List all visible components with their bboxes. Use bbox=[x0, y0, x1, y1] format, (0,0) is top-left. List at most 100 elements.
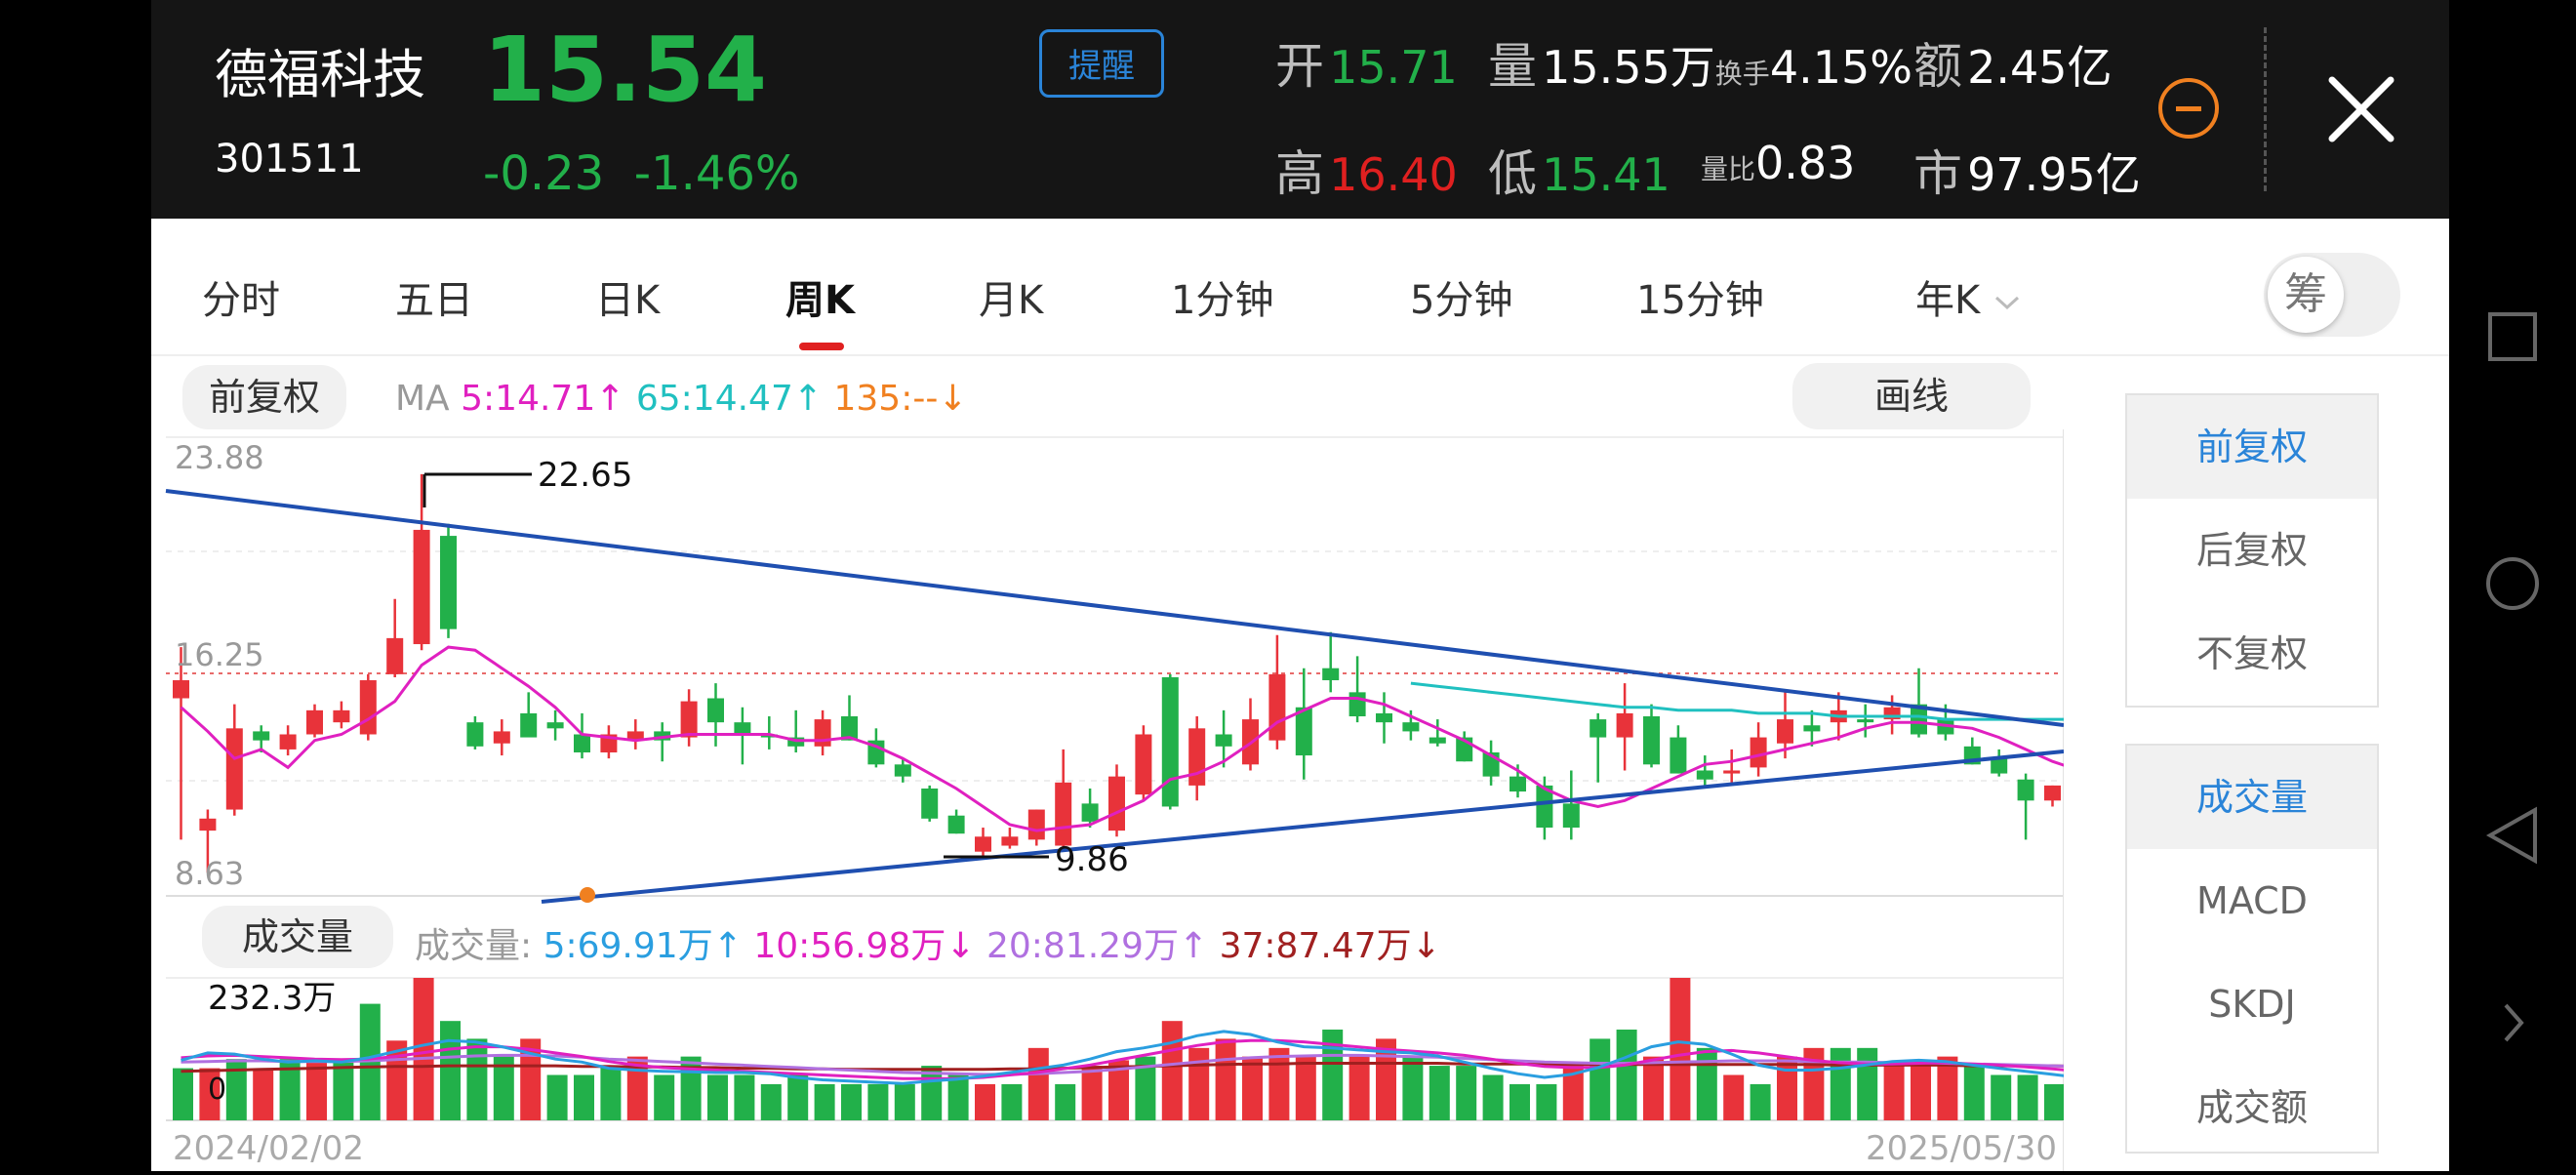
volume-bar bbox=[760, 1083, 782, 1120]
candle-body bbox=[413, 529, 430, 645]
candle bbox=[1215, 709, 1232, 768]
open-label: 开 bbox=[1275, 38, 1324, 95]
candle-body bbox=[1376, 712, 1392, 723]
stat-open: 开 15.71 bbox=[1275, 27, 1458, 98]
tab-five-day[interactable]: 五日 bbox=[395, 278, 473, 323]
candle-body bbox=[1616, 712, 1633, 738]
tab-1min[interactable]: 1分钟 bbox=[1171, 278, 1274, 323]
tab-daily-k[interactable]: 日K bbox=[595, 278, 661, 323]
alert-button[interactable]: 提醒 bbox=[1039, 29, 1164, 98]
stock-detail-app: 德福科技 301511 15.54 -0.23 -1.46% 提醒 开 15.7… bbox=[151, 0, 2449, 1171]
candle bbox=[1242, 698, 1259, 771]
kline-chart[interactable]: 23.88 16.25 8.63 22.65 9.86 232.3万 0 202… bbox=[151, 429, 2064, 1171]
candle bbox=[841, 695, 858, 741]
candle-body bbox=[1562, 803, 1580, 829]
vol37-arrow: ↓ bbox=[1411, 926, 1441, 966]
candle bbox=[1348, 656, 1366, 723]
volume-bar bbox=[1348, 1056, 1370, 1120]
tab-intraday[interactable]: 分时 bbox=[202, 278, 280, 323]
trendline-handle[interactable] bbox=[580, 887, 595, 903]
candle-body bbox=[626, 731, 644, 741]
volume-bar bbox=[1402, 1056, 1424, 1120]
candle bbox=[654, 722, 671, 762]
volume-bars bbox=[173, 978, 2064, 1120]
stock-code: 301511 bbox=[215, 137, 364, 182]
candle-body bbox=[1643, 716, 1660, 765]
candle bbox=[493, 719, 510, 756]
stat-market-cap: 市 97.95亿 bbox=[1913, 135, 2141, 205]
draw-line-button[interactable]: 画线 bbox=[1792, 363, 2031, 429]
candle-body bbox=[173, 680, 189, 699]
trendline-lower[interactable] bbox=[541, 750, 2064, 904]
indicator-volume-option[interactable]: 成交量 bbox=[2127, 746, 2377, 849]
volume-bar bbox=[546, 1074, 568, 1120]
trendline-upper[interactable] bbox=[165, 489, 2064, 727]
candle bbox=[1883, 695, 1901, 735]
candle bbox=[626, 719, 644, 750]
candle bbox=[1027, 809, 1045, 846]
adjust-button[interactable]: 前复权 bbox=[182, 365, 346, 429]
adjust-none-option[interactable]: 不复权 bbox=[2195, 632, 2308, 675]
indicator-amount-option[interactable]: 成交额 bbox=[2195, 1086, 2308, 1129]
circle-icon[interactable] bbox=[2486, 557, 2539, 610]
indicator-skdj-option[interactable]: SKDJ bbox=[2208, 983, 2296, 1026]
candle-body bbox=[975, 836, 991, 852]
vol-prefix: 成交量: bbox=[415, 926, 533, 966]
adjust-forward-option[interactable]: 前复权 bbox=[2127, 395, 2377, 499]
vol10-line bbox=[181, 1038, 2064, 1080]
indicator-macd-option[interactable]: MACD bbox=[2196, 879, 2308, 922]
tab-weekly-k[interactable]: 周K bbox=[785, 278, 855, 323]
chevron-right-icon[interactable] bbox=[2504, 1003, 2524, 1042]
tab-15min[interactable]: 15分钟 bbox=[1636, 278, 1764, 323]
ma-legend: MA 5:14.71↑ 65:14.47↑ 135:--↓ bbox=[395, 379, 967, 419]
chevron-down-icon bbox=[1994, 296, 2019, 310]
y-label-max: 23.88 bbox=[175, 439, 264, 476]
tab-5min[interactable]: 5分钟 bbox=[1410, 278, 1513, 323]
candle-body bbox=[546, 722, 564, 729]
vol20-value: 20:81.29万 bbox=[986, 926, 1179, 966]
volume-bar bbox=[841, 1083, 862, 1120]
candle-body bbox=[787, 737, 805, 747]
candle bbox=[546, 709, 564, 741]
volume-indicator-button[interactable]: 成交量 bbox=[202, 906, 393, 968]
change-value: -0.23 bbox=[483, 146, 605, 201]
candle-body bbox=[1402, 722, 1420, 732]
candle-body bbox=[734, 722, 751, 735]
min-price-label: 9.86 bbox=[1055, 840, 1129, 879]
volume-bar bbox=[1509, 1083, 1530, 1120]
volume-bar bbox=[1456, 1066, 1477, 1120]
price-change: -0.23 -1.46% bbox=[483, 146, 800, 201]
volratio-label: 量比 bbox=[1701, 153, 1756, 185]
square-icon[interactable] bbox=[2488, 312, 2537, 361]
ma65-value: 65:14.47 bbox=[635, 379, 793, 419]
volume-bar bbox=[1830, 1047, 1851, 1120]
candle-body bbox=[2044, 785, 2061, 801]
adjust-backward-option[interactable]: 后复权 bbox=[2195, 529, 2308, 572]
volume-bar bbox=[814, 1083, 835, 1120]
tab-yearly-k[interactable]: 年K bbox=[1915, 268, 2022, 325]
candle bbox=[574, 712, 590, 759]
tab-monthly-k[interactable]: 月K bbox=[979, 278, 1044, 323]
current-price: 15.54 bbox=[483, 18, 768, 122]
candle bbox=[1188, 716, 1206, 801]
close-icon[interactable] bbox=[2322, 70, 2400, 148]
volume-bar bbox=[333, 1059, 354, 1120]
chip-toggle[interactable]: 筹 bbox=[2264, 253, 2400, 337]
volume-bar bbox=[1883, 1066, 1905, 1120]
candle-body bbox=[814, 719, 831, 747]
candle-body bbox=[707, 698, 724, 723]
candle-body bbox=[1803, 725, 1821, 732]
volume-bar bbox=[493, 1056, 514, 1120]
volume-bar bbox=[947, 1074, 969, 1120]
vol20-arrow: ↑ bbox=[1178, 926, 1209, 966]
candle bbox=[1590, 712, 1607, 783]
ma5-line bbox=[180, 645, 2064, 832]
candle bbox=[2044, 785, 2061, 807]
candle-body bbox=[359, 680, 377, 735]
ma5-value: 5:14.71 bbox=[461, 379, 596, 419]
minus-circle-icon[interactable] bbox=[2158, 78, 2219, 139]
candle-body bbox=[1188, 728, 1206, 786]
triangle-back-icon[interactable] bbox=[2485, 806, 2537, 865]
candle-body bbox=[440, 536, 457, 629]
open-value: 15.71 bbox=[1329, 41, 1458, 94]
